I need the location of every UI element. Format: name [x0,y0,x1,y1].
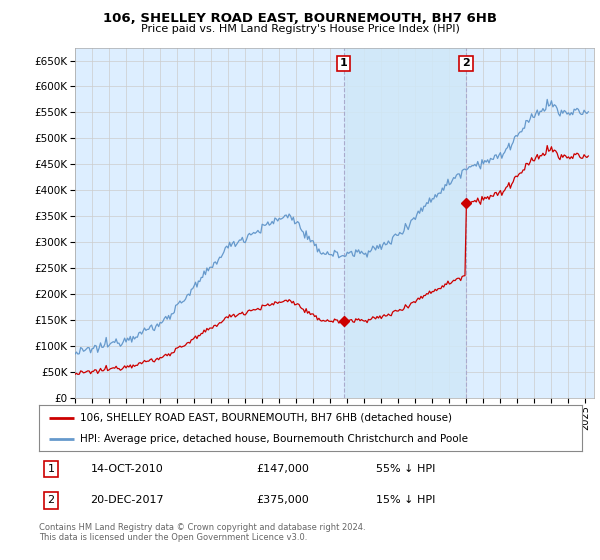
Text: 2: 2 [462,58,470,68]
Text: £375,000: £375,000 [256,496,309,506]
Text: £147,000: £147,000 [256,464,309,474]
Text: This data is licensed under the Open Government Licence v3.0.: This data is licensed under the Open Gov… [39,533,307,542]
Text: 55% ↓ HPI: 55% ↓ HPI [376,464,435,474]
Text: 20-DEC-2017: 20-DEC-2017 [91,496,164,506]
Text: 15% ↓ HPI: 15% ↓ HPI [376,496,435,506]
Text: Contains HM Land Registry data © Crown copyright and database right 2024.: Contains HM Land Registry data © Crown c… [39,523,365,532]
Text: 106, SHELLEY ROAD EAST, BOURNEMOUTH, BH7 6HB: 106, SHELLEY ROAD EAST, BOURNEMOUTH, BH7… [103,12,497,25]
Text: 2: 2 [47,496,55,506]
Text: 1: 1 [47,464,55,474]
Text: Price paid vs. HM Land Registry's House Price Index (HPI): Price paid vs. HM Land Registry's House … [140,24,460,34]
Text: 14-OCT-2010: 14-OCT-2010 [91,464,163,474]
Text: 1: 1 [340,58,347,68]
Bar [344,48,466,398]
Text: HPI: Average price, detached house, Bournemouth Christchurch and Poole: HPI: Average price, detached house, Bour… [80,434,468,444]
Text: 106, SHELLEY ROAD EAST, BOURNEMOUTH, BH7 6HB (detached house): 106, SHELLEY ROAD EAST, BOURNEMOUTH, BH7… [80,413,452,423]
